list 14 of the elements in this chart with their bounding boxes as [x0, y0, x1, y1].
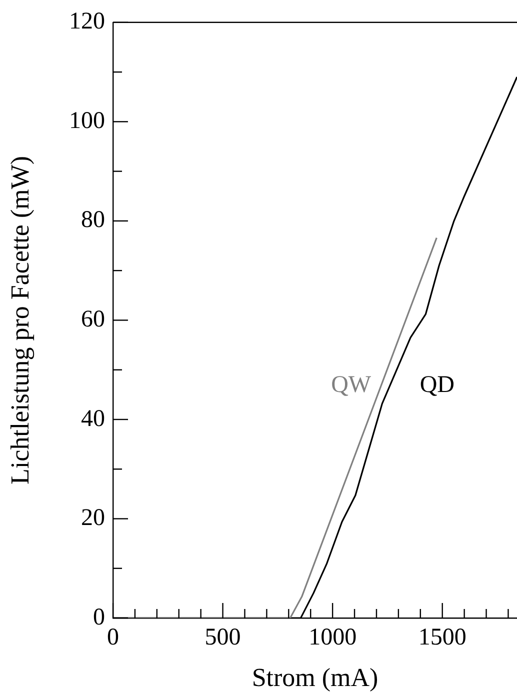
y-tick-label: 120 [69, 8, 105, 35]
y-tick-label: 100 [69, 108, 105, 134]
series-label: QW [331, 372, 372, 398]
y-tick-label: 20 [81, 505, 105, 532]
x-tick-label: 1000 [308, 624, 357, 651]
x-tick-label: 500 [204, 624, 241, 651]
y-tick-label: 0 [93, 604, 105, 630]
y-axis-title: Lichtleistung pro Facette (mW) [5, 156, 34, 484]
series-label: QD [420, 372, 455, 398]
y-tick-label: 80 [81, 207, 105, 234]
y-tick-label: 40 [81, 406, 105, 432]
y-tick-label: 60 [81, 306, 105, 332]
x-axis-title: Strom (mA) [252, 663, 378, 692]
x-tick-label: 1500 [418, 624, 466, 651]
